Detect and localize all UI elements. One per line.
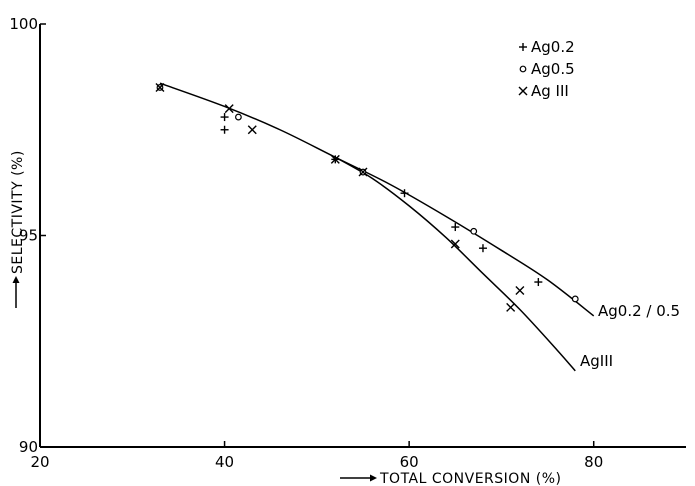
data-point-ag0.2 [478, 244, 487, 253]
legend-item-ag0.5: Ag0.5 [519, 60, 575, 78]
legend-label: Ag0.2 [531, 38, 575, 56]
x-tick-label: 20 [30, 453, 49, 471]
y-axis-label-group: SELECTIVITY (%) [10, 150, 26, 308]
legend-marker [519, 65, 527, 73]
data-point-ag0.2 [220, 113, 229, 122]
data-point-agIII [247, 125, 257, 135]
data-point-ag0.2 [220, 125, 229, 134]
data-point-agIII [506, 302, 516, 312]
curve-label-ag0.2-0.5: Ag0.2 / 0.5 [598, 302, 680, 320]
legend-marker [519, 43, 527, 51]
y-axis-label: SELECTIVITY (%) [10, 150, 26, 274]
y-axis-label-arrowhead [12, 276, 20, 283]
legend-marker [518, 86, 528, 96]
data-point-ag0.2 [451, 223, 460, 232]
x-tick-label: 60 [400, 453, 419, 471]
data-point-ag0.2 [400, 189, 409, 198]
x-axis-label: TOTAL CONVERSION (%) [379, 471, 561, 486]
data-point-agIII [155, 82, 165, 92]
legend-item-ag0.2: Ag0.2 [519, 38, 575, 56]
data-point-ag0.2 [534, 278, 543, 287]
data-point-agIII [515, 285, 525, 295]
data-point-ag0.5 [571, 295, 579, 303]
data-point-ag0.5 [470, 227, 478, 235]
x-axis-label-arrowhead [370, 474, 377, 482]
y-tick-label: 95 [19, 227, 38, 245]
fit-curve-ag0.2-0.5 [159, 82, 595, 317]
fit-curve-agIII [334, 156, 576, 372]
legend-label: Ag0.5 [531, 60, 575, 78]
fit-curves [159, 82, 595, 372]
data-point-agIII [224, 104, 234, 114]
curve-label-agIII: AgIII [580, 352, 613, 370]
legend: Ag0.2 Ag0.5 Ag III [518, 38, 575, 100]
legend-label: Ag III [531, 82, 569, 100]
data-point-agIII [330, 154, 340, 164]
y-tick-label: 100 [9, 15, 38, 33]
ticks: 20 40 60 80 90 95 100 [9, 15, 603, 471]
data-point-ag0.5 [235, 113, 242, 121]
legend-item-agIII: Ag III [518, 82, 569, 100]
curve-labels: Ag0.2 / 0.5 AgIII [580, 302, 680, 370]
data-point-agIII [358, 167, 368, 177]
y-tick-label: 90 [19, 438, 38, 456]
x-axis-label-group: TOTAL CONVERSION (%) [340, 471, 561, 486]
data-point-agIII [450, 239, 460, 249]
x-tick-label: 40 [215, 453, 234, 471]
data-markers [155, 82, 579, 312]
axes [39, 24, 686, 448]
x-tick-label: 80 [584, 453, 603, 471]
